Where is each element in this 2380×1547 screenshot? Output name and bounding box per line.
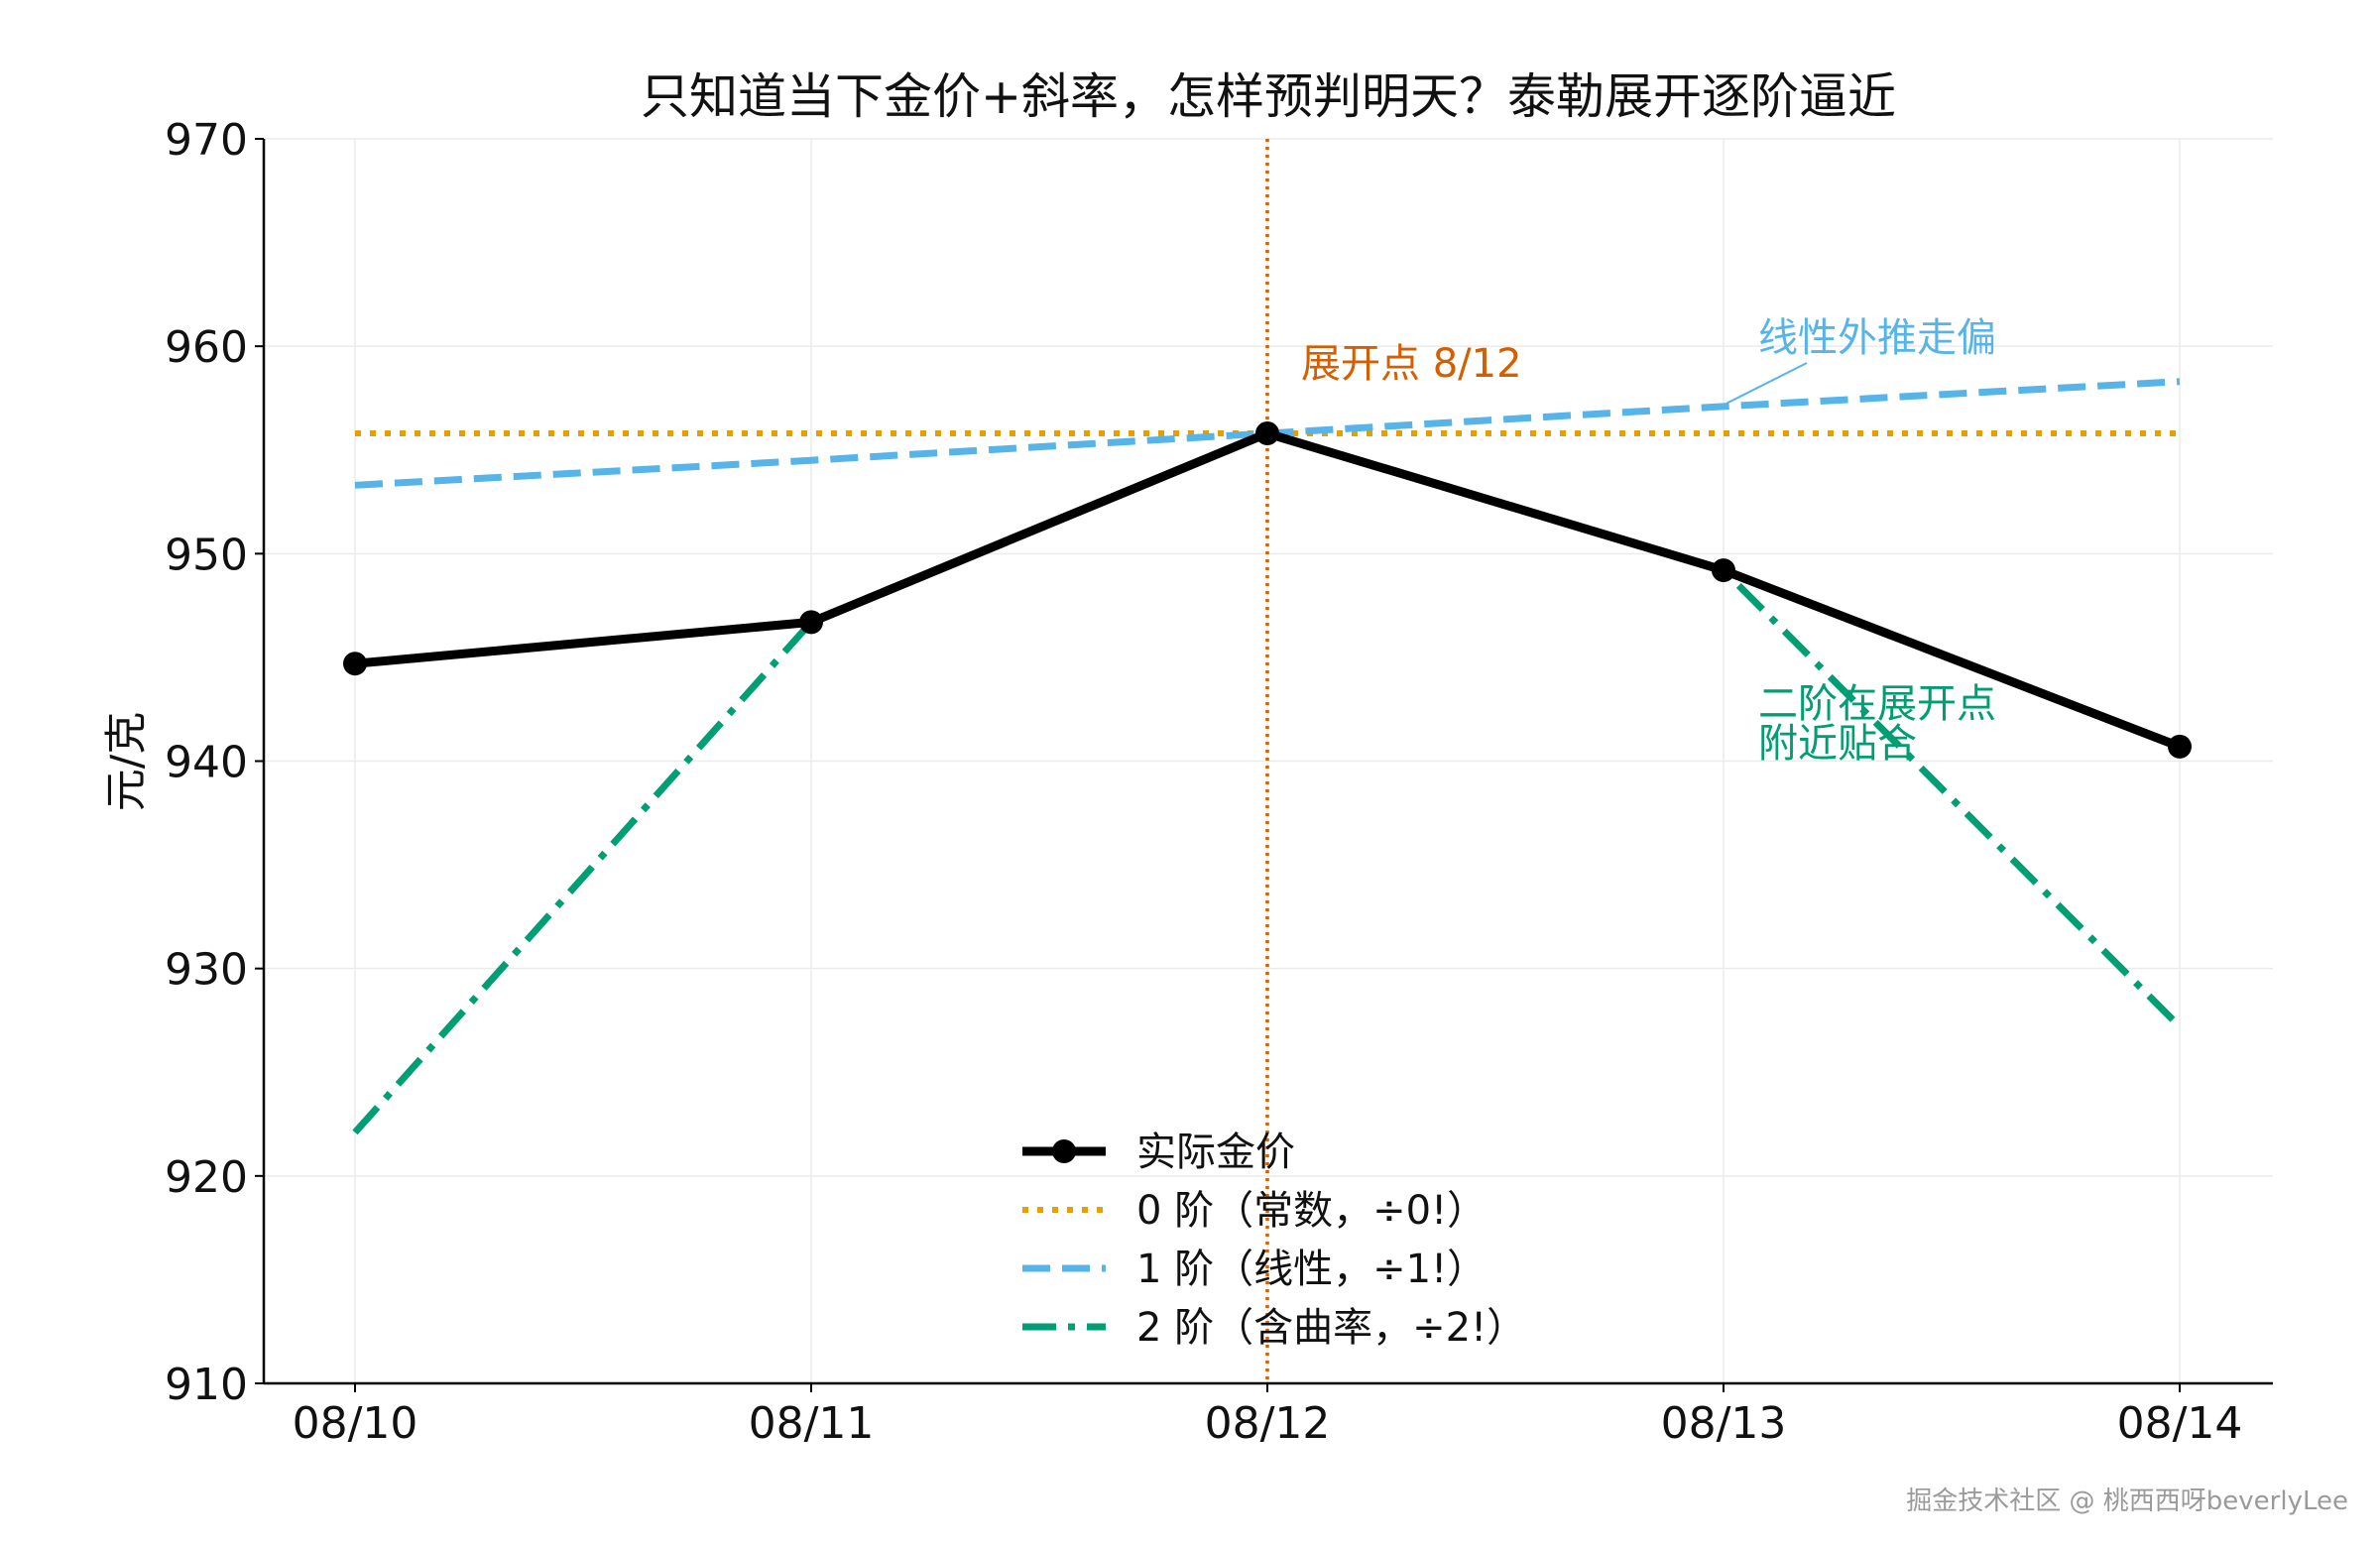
x-tick-label: 08/11 [749, 1398, 875, 1449]
y-tick-label: 940 [165, 738, 248, 788]
grid [264, 138, 2273, 1384]
y-tick-label: 920 [165, 1152, 248, 1203]
legend-item: 0 阶（常数，÷0!） [1022, 1188, 1487, 1234]
y-axis-label: 元/克 [102, 712, 152, 812]
data-point [343, 652, 367, 676]
legend-item: 2 阶（含曲率，÷2!） [1022, 1305, 1526, 1351]
legend-label: 实际金价 [1136, 1130, 1295, 1175]
series-group [343, 378, 2192, 1135]
watermark: 掘金技术社区 @ 桃西西呀beverlyLee [1906, 1487, 2348, 1516]
axes: 910 920 930 940 950 960 970 08/10 08/11 08/12 08/1… [165, 115, 2273, 1449]
y-tick-label: 910 [165, 1360, 248, 1410]
annotation-second-order-line-1: 二阶在展开点 [1758, 681, 1996, 727]
annotation-second-order-line-2: 附近贴合 [1758, 721, 1917, 767]
x-tick-label: 08/13 [1661, 1398, 1787, 1449]
annotation-linear-drift: 线性外推走偏 [1758, 315, 1996, 361]
annotation-expansion-point: 展开点 8/12 [1301, 341, 1522, 387]
legend-label: 1 阶（线性，÷1!） [1136, 1247, 1487, 1292]
legend-item: 1 阶（线性，÷1!） [1022, 1247, 1487, 1292]
chart-title: 只知道当下金价+斜率，怎样预判明天？泰勒展开逐阶逼近 [641, 68, 1896, 125]
data-point [799, 610, 823, 635]
legend: 实际金价 0 阶（常数，÷0!） 1 阶（线性，÷1!） 2 阶（含曲率，÷2!） [1022, 1130, 1526, 1351]
y-tick-label: 950 [165, 530, 248, 580]
y-tick-label: 930 [165, 945, 248, 996]
x-tick-label: 08/12 [1205, 1398, 1331, 1449]
x-tick-label: 08/10 [293, 1398, 418, 1449]
x-tick-label: 08/14 [2117, 1398, 2243, 1449]
y-tick-label: 960 [165, 322, 248, 373]
data-point [2168, 734, 2192, 759]
data-point [1255, 421, 1279, 446]
legend-label: 2 阶（含曲率，÷2!） [1136, 1305, 1526, 1351]
y-tick-label: 970 [165, 115, 248, 166]
legend-label: 0 阶（常数，÷0!） [1136, 1188, 1487, 1234]
annotations: 展开点 8/12 线性外推走偏 二阶在展开点 附近贴合 [1301, 315, 1996, 767]
annotation-arrow [1726, 362, 1808, 405]
legend-marker [1052, 1139, 1076, 1163]
data-point [1712, 558, 1735, 583]
legend-item: 实际金价 [1022, 1130, 1295, 1175]
